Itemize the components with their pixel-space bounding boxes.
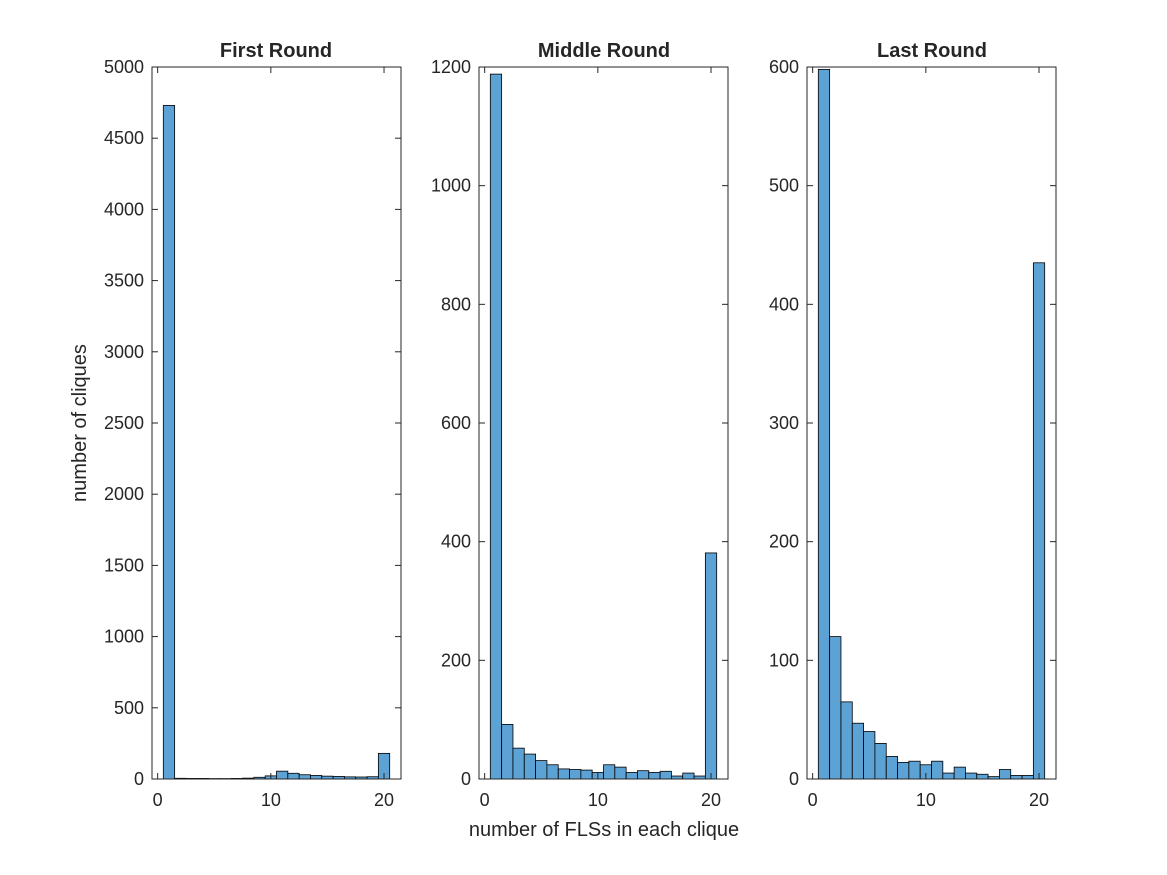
x-tick-label: 20 (1029, 790, 1049, 810)
histogram-bar (298, 774, 311, 780)
y-axis-label: number of cliques (69, 344, 91, 502)
x-tick-label: 10 (588, 790, 608, 810)
histogram-bar (704, 552, 718, 780)
y-tick-label: 3000 (104, 342, 144, 362)
y-tick-label: 200 (769, 532, 799, 552)
histogram-bar (310, 775, 323, 780)
histogram-bar (999, 769, 1012, 780)
x-tick-label: 10 (261, 790, 281, 810)
y-tick-label: 400 (441, 532, 471, 552)
y-tick-label: 1200 (431, 57, 471, 77)
histogram-bar (648, 772, 661, 780)
histogram-bar (885, 756, 898, 780)
y-tick-label: 200 (441, 650, 471, 670)
histogram-bar (523, 753, 536, 780)
panel-last-round: Last Round 0 100 200 300 400 500 600 0 10 20 (769, 40, 1057, 810)
histogram-bar (931, 760, 944, 780)
y-tick-label: 0 (789, 769, 799, 789)
panel-middle-round: Middle Round 0 200 400 600 800 1000 1200 0 10 20 (431, 40, 729, 810)
histogram-bar (965, 772, 978, 780)
histogram-bar (682, 772, 695, 780)
x-tick-label: 0 (153, 790, 163, 810)
histogram-bar (501, 724, 514, 780)
y-tick-label: 4500 (104, 128, 144, 148)
y-tick-label: 300 (769, 413, 799, 433)
histogram-bar (1021, 775, 1034, 780)
histogram-bar (1032, 262, 1046, 780)
y-tick-label: 2500 (104, 413, 144, 433)
panel-title: Middle Round (538, 40, 670, 62)
histogram-bar (953, 766, 966, 780)
histogram-bar (863, 731, 876, 780)
y-tick-label: 1000 (104, 627, 144, 647)
y-tick-label: 500 (769, 176, 799, 196)
histogram-bar (512, 747, 525, 780)
x-tick-label: 0 (808, 790, 818, 810)
y-tick-label: 500 (114, 698, 144, 718)
y-tick-label: 400 (769, 294, 799, 314)
panel-title: Last Round (877, 40, 987, 62)
x-tick-label: 0 (480, 790, 490, 810)
histogram-bar (489, 73, 503, 780)
x-tick-label: 20 (701, 790, 721, 810)
histogram-bar (614, 766, 627, 780)
y-tick-label: 0 (134, 769, 144, 789)
histogram-bar (580, 769, 593, 780)
histogram-bar (287, 772, 300, 780)
y-tick-label: 600 (769, 57, 799, 77)
y-tick-label: 0 (461, 769, 471, 789)
y-tick-label: 1500 (104, 555, 144, 575)
histogram-bar (851, 722, 864, 780)
histogram-bar (162, 105, 176, 780)
y-tick-label: 4000 (104, 199, 144, 219)
histogram-bar (276, 770, 289, 780)
histogram-bar (557, 768, 570, 780)
histogram-bar (897, 761, 910, 780)
panel-first-round: First Round 0 500 1000 1500 2000 2500 3000 3500… (104, 40, 402, 810)
y-tick-label: 2000 (104, 484, 144, 504)
histogram-bar (829, 636, 842, 780)
histogram-bar (535, 760, 548, 780)
histogram-bar (637, 770, 650, 780)
histogram-bar (603, 764, 616, 780)
x-tick-label: 20 (374, 790, 394, 810)
panel-title: First Round (220, 40, 332, 62)
histogram-bar (908, 760, 921, 780)
y-tick-label: 800 (441, 294, 471, 314)
histogram-bar (976, 773, 989, 780)
histogram-bar (659, 770, 672, 780)
x-axis-label: number of FLSs in each clique (469, 819, 739, 841)
histogram-bar (942, 772, 955, 780)
histogram-bar (874, 743, 887, 780)
y-tick-label: 5000 (104, 57, 144, 77)
histogram-bar (569, 769, 582, 780)
histogram-bar (625, 772, 638, 780)
histogram-bar (817, 68, 831, 780)
y-tick-label: 600 (441, 413, 471, 433)
y-tick-label: 3500 (104, 271, 144, 291)
y-tick-label: 1000 (431, 176, 471, 196)
histogram-bar (1010, 775, 1023, 780)
x-tick-label: 10 (916, 790, 936, 810)
y-tick-label: 100 (769, 650, 799, 670)
histogram-bar (546, 764, 559, 780)
histogram-bar (840, 701, 853, 780)
